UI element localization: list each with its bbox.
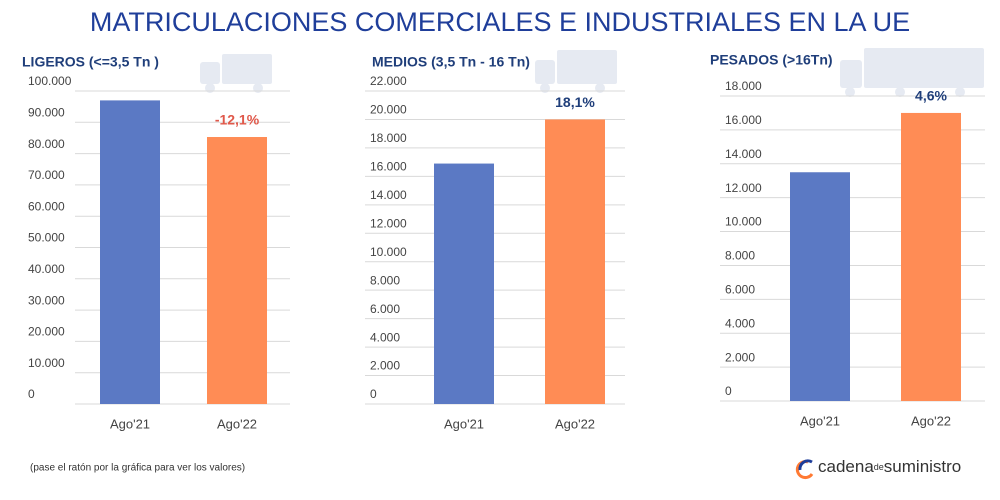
brand-part: de [874, 462, 884, 472]
x-tick-label: Ago'22 [911, 413, 951, 428]
bar [790, 172, 850, 401]
truck-icons [200, 48, 984, 97]
y-tick-label: 50.000 [28, 231, 65, 245]
y-tick-label: 6.000 [370, 302, 400, 316]
y-tick-label: 20.000 [28, 325, 65, 339]
y-tick-label: 70.000 [28, 168, 65, 182]
y-tick-label: 30.000 [28, 293, 65, 307]
y-tick-label: 40.000 [28, 262, 65, 276]
y-tick-label: 22.000 [370, 74, 407, 88]
annotation: -12,1% [215, 112, 260, 128]
annotation: 18,1% [555, 94, 595, 110]
bar [434, 163, 494, 404]
chart-title: MEDIOS (3,5 Tn - 16 Tn) [372, 54, 530, 70]
y-tick-label: 8.000 [370, 273, 400, 287]
y-tick-label: 8.000 [725, 249, 755, 263]
y-tick-label: 16.000 [370, 160, 407, 174]
y-tick-label: 4.000 [370, 330, 400, 344]
page-title: MATRICULACIONES COMERCIALES E INDUSTRIAL… [90, 7, 910, 37]
y-tick-label: 80.000 [28, 137, 65, 151]
x-tick-label: Ago'21 [800, 413, 840, 428]
brand-part: suministro [884, 457, 961, 476]
x-tick-label: Ago'21 [110, 416, 150, 431]
y-tick-label: 14.000 [725, 147, 762, 161]
y-tick-label: 2.000 [725, 350, 755, 364]
y-tick-label: 10.000 [28, 356, 65, 370]
x-tick-label: Ago'22 [217, 416, 257, 431]
chart-title: LIGEROS (<=3,5 Tn ) [22, 54, 159, 70]
y-tick-label: 10.000 [725, 215, 762, 229]
y-tick-label: 10.000 [370, 245, 407, 259]
y-tick-label: 100.000 [28, 74, 72, 88]
y-tick-label: 0 [28, 387, 35, 401]
brand-part: cadena [818, 457, 874, 476]
y-tick-label: 0 [725, 384, 732, 398]
footnote: (pase el ratón por la gráfica para ver l… [30, 463, 245, 474]
y-tick-label: 4.000 [725, 316, 755, 330]
brand: cadenadesuministro [818, 457, 961, 476]
y-tick-label: 18.000 [370, 131, 407, 145]
bar [545, 119, 605, 405]
y-tick-label: 0 [370, 387, 377, 401]
y-tick-label: 6.000 [725, 283, 755, 297]
y-tick-label: 14.000 [370, 188, 407, 202]
chart-title: PESADOS (>16Tn) [710, 52, 833, 68]
y-tick-label: 12.000 [725, 181, 762, 195]
y-tick-label: 18.000 [725, 79, 762, 93]
y-tick-label: 16.000 [725, 113, 762, 127]
y-tick-label: 20.000 [370, 103, 407, 117]
x-tick-label: Ago'21 [444, 416, 484, 431]
y-tick-label: 60.000 [28, 199, 65, 213]
bar [207, 137, 267, 405]
y-tick-label: 2.000 [370, 359, 400, 373]
y-tick-label: 90.000 [28, 105, 65, 119]
bar [901, 112, 961, 401]
y-tick-label: 12.000 [370, 216, 407, 230]
annotation: 4,6% [915, 88, 947, 104]
brand-logo: cadenadesuministro [795, 457, 961, 479]
x-tick-label: Ago'22 [555, 416, 595, 431]
bar [100, 100, 160, 404]
